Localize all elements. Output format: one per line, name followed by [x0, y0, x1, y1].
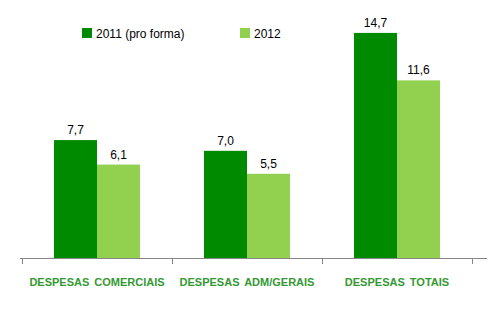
bar	[204, 151, 247, 258]
legend-swatch	[240, 28, 250, 38]
labels: 7,7 7,0 14,7 6,1 5,5 11,6 DESPESAS COMERCIAIS D…	[29, 16, 449, 288]
x-axis	[20, 258, 487, 259]
data-label: 7,7	[67, 123, 84, 137]
category-label: DESPESAS TOTAIS	[345, 276, 449, 288]
legend: 2011 (pro forma) 2012	[82, 27, 281, 41]
data-label: 6,1	[110, 148, 127, 162]
category-label: DESPESAS ADM/GERAIS	[180, 276, 315, 288]
data-label: 7,0	[217, 134, 234, 148]
category-separator	[472, 258, 473, 264]
chart-svg: 7,7 7,0 14,7 6,1 5,5 11,6 DESPESAS COMERCIAIS D…	[0, 0, 496, 313]
bar	[54, 140, 97, 258]
bar	[97, 165, 140, 258]
bar	[354, 33, 397, 258]
legend-label: 2012	[254, 27, 281, 41]
data-label: 11,6	[407, 63, 430, 77]
category-label: DESPESAS COMERCIAIS	[29, 276, 164, 288]
data-label: 14,7	[364, 16, 388, 30]
data-label: 5,5	[260, 157, 277, 171]
category-separator	[172, 258, 173, 264]
bar	[397, 80, 440, 258]
category-separator	[322, 258, 323, 264]
legend-label: 2011 (pro forma)	[96, 27, 184, 41]
legend-swatch	[82, 28, 92, 38]
bar	[247, 174, 290, 258]
category-separator	[22, 258, 23, 264]
bars	[54, 33, 440, 258]
chart-container: 7,7 7,0 14,7 6,1 5,5 11,6 DESPESAS COMERCIAIS D…	[0, 0, 496, 313]
